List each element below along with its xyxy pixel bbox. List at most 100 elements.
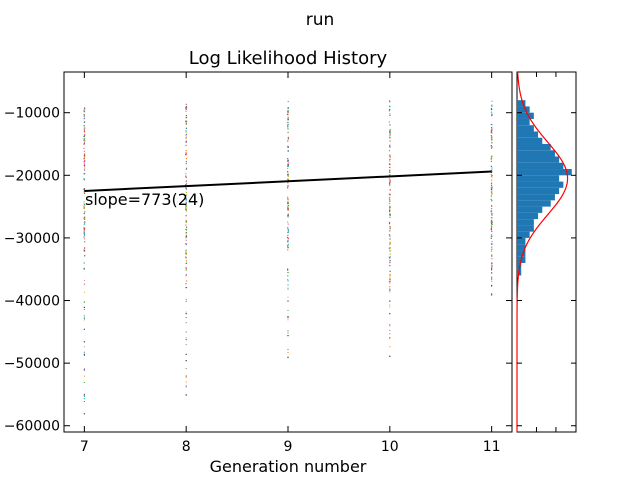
scatter-point [84, 255, 86, 257]
scatter-point [83, 319, 85, 321]
scatter-point [185, 134, 187, 136]
scatter-point [491, 127, 493, 129]
x-tick-label: 8 [182, 439, 191, 455]
scatter-point [388, 163, 391, 165]
scatter-point [83, 236, 85, 238]
x-tick-label: 11 [483, 439, 501, 455]
scatter-point [389, 181, 391, 183]
scatter-point [83, 238, 86, 240]
scatter-point [287, 113, 289, 115]
scatter-point [185, 243, 188, 246]
scatter-point [491, 214, 493, 217]
scatter-point [287, 236, 289, 239]
scatter-point [185, 202, 187, 204]
scatter-point [491, 179, 493, 181]
scatter-point [389, 338, 391, 340]
scatter-point [491, 254, 493, 256]
scatter-point [83, 131, 86, 133]
scatter-point [185, 107, 187, 109]
scatter-point [287, 170, 289, 173]
scatter-point [83, 155, 86, 157]
scatter-point [491, 132, 493, 134]
scatter-point [83, 306, 85, 308]
scatter-point [490, 210, 492, 212]
scatter-point [185, 204, 187, 206]
scatter-point [185, 205, 187, 207]
scatter-point [491, 200, 493, 202]
scatter-point [185, 386, 187, 388]
histogram-bar [517, 131, 539, 138]
scatter-point [287, 287, 289, 289]
scatter-point [491, 280, 493, 282]
scatter-point [287, 161, 289, 163]
scatter-point [185, 150, 187, 152]
scatter-point [491, 138, 493, 140]
scatter-point [287, 160, 289, 162]
scatter-point [490, 165, 492, 167]
scatter-point [491, 175, 493, 177]
scatter-point [287, 209, 289, 211]
scatter-point [185, 200, 187, 202]
scatter-point [287, 118, 289, 121]
scatter-point [287, 278, 289, 281]
scatter-point [84, 247, 86, 249]
scatter-point [185, 260, 188, 262]
scatter-point [84, 222, 86, 224]
y-tick-label: −20000 [4, 168, 60, 184]
scatter-point [83, 118, 85, 120]
scatter-point [83, 173, 85, 175]
scatter-point [389, 256, 391, 258]
scatter-point [389, 242, 391, 244]
scatter-point [287, 316, 289, 318]
x-tick-label: 7 [80, 439, 89, 455]
scatter-point [389, 280, 391, 282]
scatter-point [389, 155, 391, 157]
scatter-point [287, 172, 289, 174]
scatter-point [83, 162, 85, 164]
scatter-point [389, 290, 391, 292]
scatter-point [185, 385, 187, 387]
scatter-point [287, 165, 289, 168]
histogram-bar [517, 250, 526, 257]
scatter-point [389, 160, 391, 162]
scatter-point [490, 225, 492, 227]
scatter-point [287, 249, 289, 251]
scatter-point [491, 193, 493, 195]
scatter-point [389, 200, 391, 202]
scatter-point [491, 265, 493, 267]
scatter-point [389, 140, 391, 142]
scatter-point [287, 223, 289, 225]
scatter-point [287, 163, 289, 165]
scatter-point [83, 201, 85, 203]
scatter-point [287, 300, 289, 302]
scatter-point [83, 262, 85, 264]
scatter-point [287, 185, 289, 187]
x-tick-label: 9 [284, 439, 293, 455]
scatter-point [287, 145, 289, 147]
scatter-point [491, 108, 493, 111]
scatter-point [389, 130, 391, 132]
scatter-point [491, 104, 493, 106]
scatter-point [287, 131, 289, 134]
scatter-point [389, 156, 391, 158]
scatter-point [83, 204, 86, 206]
scatter-point [84, 241, 86, 243]
scatter-point [491, 276, 493, 278]
scatter-point [389, 235, 391, 237]
scatter-point [389, 163, 391, 166]
histogram-y-ticks [517, 72, 576, 432]
scatter-point [185, 253, 187, 255]
scatter-point [491, 105, 493, 107]
scatter-point [185, 138, 187, 140]
scatter-point [287, 146, 289, 148]
scatter-point [83, 223, 85, 225]
scatter-point [287, 221, 289, 223]
scatter-point [389, 243, 391, 246]
slope-annotation: slope=773(24) [85, 190, 204, 209]
scatter-point [287, 246, 289, 248]
scatter-point [389, 169, 391, 171]
scatter-point [287, 126, 289, 128]
scatter-point [287, 247, 289, 249]
scatter-point [83, 351, 85, 353]
scatter-point [389, 108, 391, 111]
